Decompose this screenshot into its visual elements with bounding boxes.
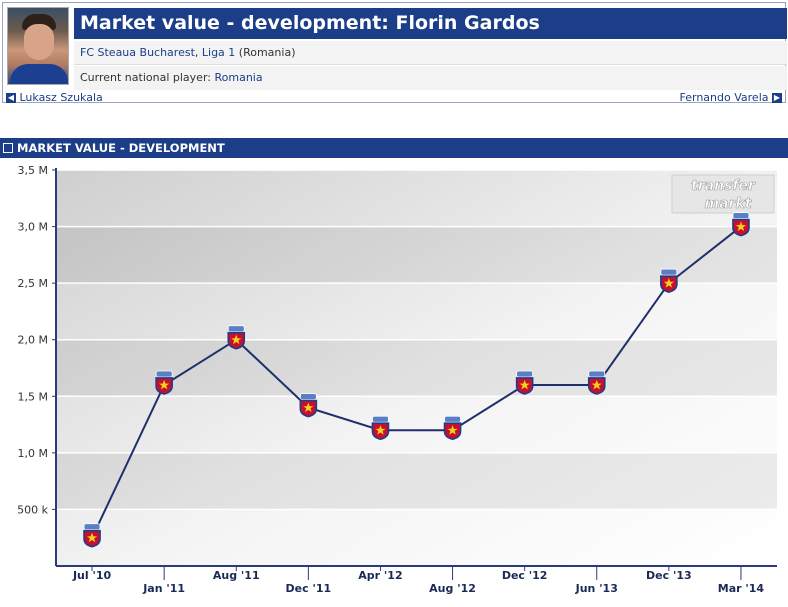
y-tick-label: 1,0 M xyxy=(18,447,48,460)
data-point-crest[interactable] xyxy=(227,325,246,350)
market-value-chart: 500 k 1,0 M 1,5 M 2,0 M 2,5 M 3,0 M 3,5 M Jul … xyxy=(0,158,788,607)
market-value-line xyxy=(91,225,742,539)
x-tick-label: Dec '12 xyxy=(502,569,548,582)
section-title: MARKET VALUE - DEVELOPMENT xyxy=(17,141,225,155)
y-tick-label: 3,0 M xyxy=(18,221,48,234)
player-header: Market value - development: Florin Gardo… xyxy=(2,2,787,105)
y-tick-label: 2,5 M xyxy=(18,277,48,290)
club-link[interactable]: FC Steaua Bucharest xyxy=(80,46,195,59)
league-link[interactable]: Liga 1 xyxy=(201,46,236,59)
data-point-crest[interactable] xyxy=(155,370,173,395)
y-tick-label: 1,5 M xyxy=(18,390,48,403)
next-player-name: Fernando Varela xyxy=(679,91,769,104)
data-point-crest[interactable] xyxy=(83,523,101,548)
grid-band xyxy=(56,226,777,284)
x-tick-label: Jul '10 xyxy=(72,569,112,582)
page-title-bar: Market value - development: Florin Gardo… xyxy=(74,8,787,39)
grid-band xyxy=(56,452,777,510)
grid-band xyxy=(56,339,777,397)
data-point-crest[interactable] xyxy=(515,370,534,395)
watermark-line1: transfer xyxy=(691,178,756,194)
prev-player-name: Lukasz Szukala xyxy=(19,91,103,104)
watermark-line2: markt xyxy=(705,196,753,212)
x-tick-label: Jun '13 xyxy=(575,582,618,595)
x-tick-label: Mar '14 xyxy=(718,582,765,595)
data-point-crest[interactable] xyxy=(587,370,606,395)
x-tick-label: Dec '13 xyxy=(646,569,692,582)
player-photo xyxy=(7,7,69,85)
data-point-crest[interactable] xyxy=(732,212,750,237)
plot-area xyxy=(56,170,777,566)
chevron-left-icon: ◀ xyxy=(6,93,16,103)
prev-player-link[interactable]: ◀ Lukasz Szukala xyxy=(6,91,103,105)
section-header: MARKET VALUE - DEVELOPMENT xyxy=(0,138,788,158)
x-tick-label: Dec '11 xyxy=(286,582,332,595)
page-title: Market value - development: Florin Gardo… xyxy=(80,12,540,34)
data-point-crest[interactable] xyxy=(660,268,678,293)
national-team-link[interactable]: Romania xyxy=(214,71,263,84)
next-player-link[interactable]: Fernando Varela ▶ xyxy=(680,91,782,105)
y-tick-label: 3,5 M xyxy=(18,164,48,177)
chevron-right-icon: ▶ xyxy=(772,93,782,103)
y-tick-label: 2,0 M xyxy=(18,334,48,347)
y-tick-label: 500 k xyxy=(17,503,48,516)
data-point-crest[interactable] xyxy=(299,393,318,418)
x-tick-label: Aug '11 xyxy=(213,569,260,582)
data-point-crest[interactable] xyxy=(371,415,390,441)
x-tick-label: Aug '12 xyxy=(429,582,476,595)
transfermarkt-watermark: transfer markt xyxy=(671,174,775,214)
league-country: (Romania) xyxy=(238,46,296,59)
national-info-row: Current national player: Romania xyxy=(74,66,787,90)
national-label: Current national player: xyxy=(80,71,211,84)
x-tick-label: Apr '12 xyxy=(358,569,402,582)
x-tick-label: Jan '11 xyxy=(142,582,185,595)
section-box-icon xyxy=(3,143,13,153)
data-point-crest[interactable] xyxy=(443,415,462,441)
club-info-row: FC Steaua Bucharest, Liga 1 (Romania) xyxy=(74,41,787,65)
